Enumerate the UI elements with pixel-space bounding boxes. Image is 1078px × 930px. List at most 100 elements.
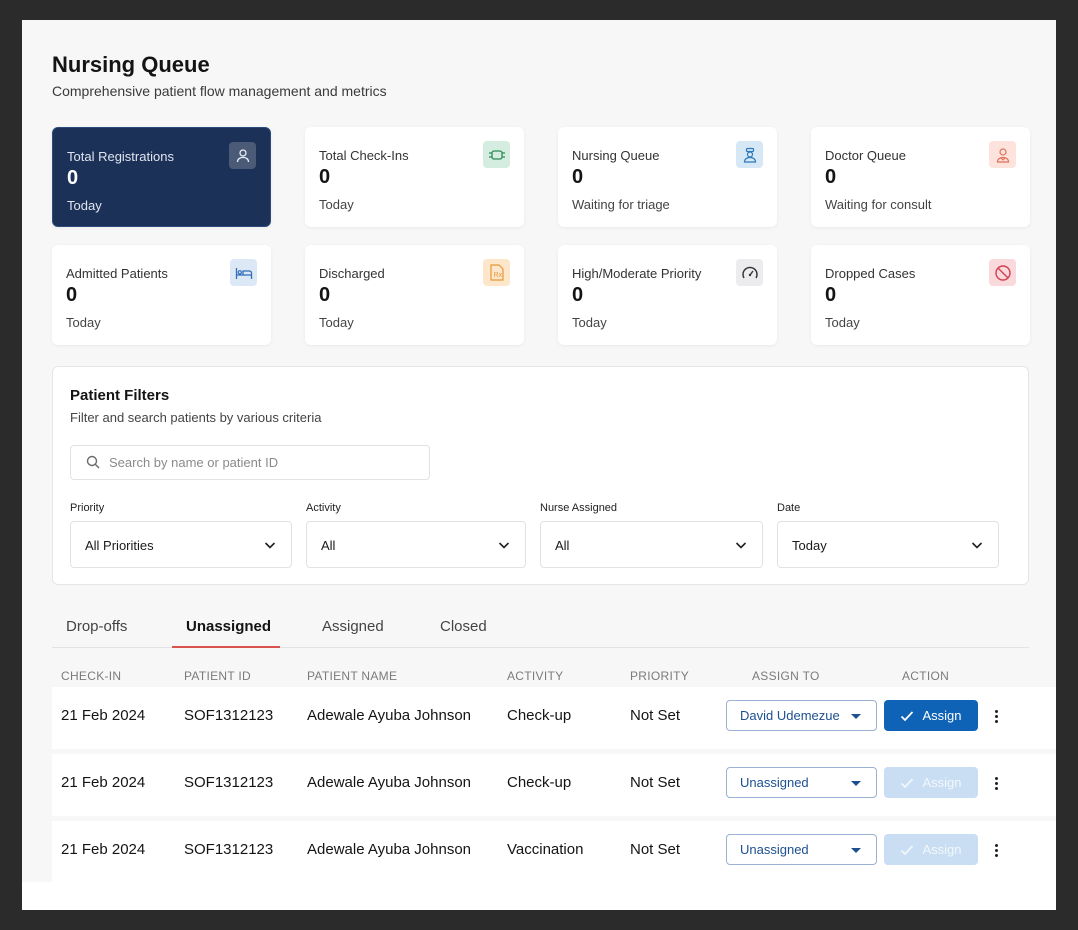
metric-value: 0 — [825, 284, 837, 306]
metric-sub: Waiting for consult — [825, 197, 932, 212]
search-box — [70, 445, 430, 480]
activity-cell: Check-up — [507, 707, 572, 724]
metric-value: 0 — [67, 167, 79, 189]
metric-card-admitted-patients[interactable]: Admitted Patients 0 Today — [52, 245, 271, 345]
assign-button[interactable]: Assign — [884, 700, 978, 731]
metric-card-high-moderate-priority[interactable]: High/Moderate Priority 0 Today — [558, 245, 777, 345]
chevron-down-icon — [263, 538, 277, 557]
metric-sub: Today — [572, 315, 607, 330]
checkin-cell: 21 Feb 2024 — [61, 707, 146, 724]
nurse-assigned-select-value: All — [555, 538, 570, 553]
checkin-cell: 21 Feb 2024 — [61, 841, 146, 858]
table-row[interactable]: 21 Feb 2024 SOF1312123 Adewale Ayuba Joh… — [52, 687, 1056, 749]
assign-to-dropdown[interactable]: David Udemezue — [726, 700, 877, 731]
column-header-assign-to: ASSIGN TO — [752, 669, 820, 683]
column-header-activity: ACTIVITY — [507, 669, 564, 683]
column-header-priority: PRIORITY — [630, 669, 690, 683]
more-options-icon[interactable] — [990, 840, 1002, 860]
date-select-value: Today — [792, 538, 827, 553]
table-row[interactable]: 21 Feb 2024 SOF1312123 Adewale Ayuba Joh… — [52, 754, 1056, 816]
ban-icon — [989, 259, 1016, 286]
queue-tabs: Drop-offs Unassigned Assigned Closed — [52, 610, 1029, 648]
search-input[interactable] — [109, 446, 419, 479]
more-options-icon[interactable] — [990, 706, 1002, 726]
priority-select[interactable]: All Priorities — [70, 521, 292, 568]
user-icon — [229, 142, 256, 169]
assign-button[interactable]: Assign — [884, 767, 978, 798]
metric-sub: Today — [66, 315, 101, 330]
filters-title: Patient Filters — [70, 387, 170, 404]
priority-select-value: All Priorities — [85, 538, 154, 553]
assign-button[interactable]: Assign — [884, 834, 978, 865]
page-subtitle: Comprehensive patient flow management an… — [52, 83, 387, 99]
metric-sub: Today — [825, 315, 860, 330]
metric-value: 0 — [825, 166, 837, 188]
prescription-icon: Rx — [483, 259, 510, 286]
activity-cell: Vaccination — [507, 841, 584, 858]
svg-text:Rx: Rx — [493, 272, 502, 279]
caret-down-icon — [851, 714, 861, 719]
metric-label: Total Check-Ins — [319, 148, 409, 163]
page-title: Nursing Queue — [52, 52, 210, 77]
tab-assigned[interactable]: Assigned — [322, 618, 384, 635]
metric-label: Admitted Patients — [66, 266, 168, 281]
metric-value: 0 — [66, 284, 78, 306]
nurse-icon — [736, 141, 763, 168]
active-tab-indicator — [172, 646, 280, 648]
metric-card-doctor-queue[interactable]: Doctor Queue 0 Waiting for consult — [811, 127, 1030, 227]
assign-to-value: Unassigned — [740, 775, 809, 790]
gauge-icon — [736, 259, 763, 286]
activity-select[interactable]: All — [306, 521, 526, 568]
frame-footer — [22, 882, 1056, 910]
patient-id-cell: SOF1312123 — [184, 707, 274, 724]
priority-cell: Not Set — [630, 774, 681, 791]
more-options-icon[interactable] — [990, 773, 1002, 793]
metric-card-total-check-ins[interactable]: Total Check-Ins 0 Today — [305, 127, 524, 227]
activity-cell: Check-up — [507, 774, 572, 791]
metric-value: 0 — [319, 166, 331, 188]
tab-unassigned[interactable]: Unassigned — [186, 618, 272, 635]
metric-value: 0 — [319, 284, 331, 306]
metric-card-dropped-cases[interactable]: Dropped Cases 0 Today — [811, 245, 1030, 345]
assign-button-label: Assign — [922, 708, 962, 723]
app-frame: Nursing Queue Comprehensive patient flow… — [22, 20, 1056, 910]
metric-card-total-registrations[interactable]: Total Registrations 0 Today — [52, 127, 271, 227]
metric-sub: Today — [319, 197, 354, 212]
column-header-patient-name: PATIENT NAME — [307, 669, 398, 683]
metric-card-nursing-queue[interactable]: Nursing Queue 0 Waiting for triage — [558, 127, 777, 227]
check-icon — [901, 710, 914, 721]
doctor-icon — [989, 141, 1016, 168]
tab-closed[interactable]: Closed — [440, 618, 487, 635]
metric-value: 0 — [572, 166, 584, 188]
filters-subtitle: Filter and search patients by various cr… — [70, 410, 322, 425]
metric-label: Doctor Queue — [825, 148, 906, 163]
caret-down-icon — [851, 781, 861, 786]
check-in-icon — [483, 141, 510, 168]
column-header-patient-id: PATIENT ID — [184, 669, 252, 683]
check-icon — [901, 844, 914, 855]
check-icon — [901, 777, 914, 788]
patient-id-cell: SOF1312123 — [184, 841, 274, 858]
metric-label: Nursing Queue — [572, 148, 660, 163]
priority-cell: Not Set — [630, 841, 681, 858]
assign-to-dropdown[interactable]: Unassigned — [726, 834, 877, 865]
chevron-down-icon — [734, 538, 748, 557]
activity-select-value: All — [321, 538, 336, 553]
patient-name-cell: Adewale Ayuba Johnson — [307, 707, 472, 724]
assign-button-label: Assign — [922, 775, 962, 790]
assign-to-value: Unassigned — [740, 842, 809, 857]
nurse-assigned-select[interactable]: All — [540, 521, 763, 568]
activity-filter-label: Activity — [306, 502, 341, 514]
tab-drop-offs[interactable]: Drop-offs — [66, 618, 128, 635]
assign-button-label: Assign — [922, 842, 962, 857]
bed-icon — [230, 259, 257, 286]
priority-cell: Not Set — [630, 707, 681, 724]
date-select[interactable]: Today — [777, 521, 999, 568]
table-row[interactable]: 21 Feb 2024 SOF1312123 Adewale Ayuba Joh… — [52, 821, 1056, 883]
metric-sub: Today — [67, 198, 102, 213]
patient-name-cell: Adewale Ayuba Johnson — [307, 774, 472, 791]
patient-id-cell: SOF1312123 — [184, 774, 274, 791]
assign-to-dropdown[interactable]: Unassigned — [726, 767, 877, 798]
metric-card-discharged[interactable]: Discharged 0 Today Rx — [305, 245, 524, 345]
metric-label: Total Registrations — [67, 149, 174, 164]
